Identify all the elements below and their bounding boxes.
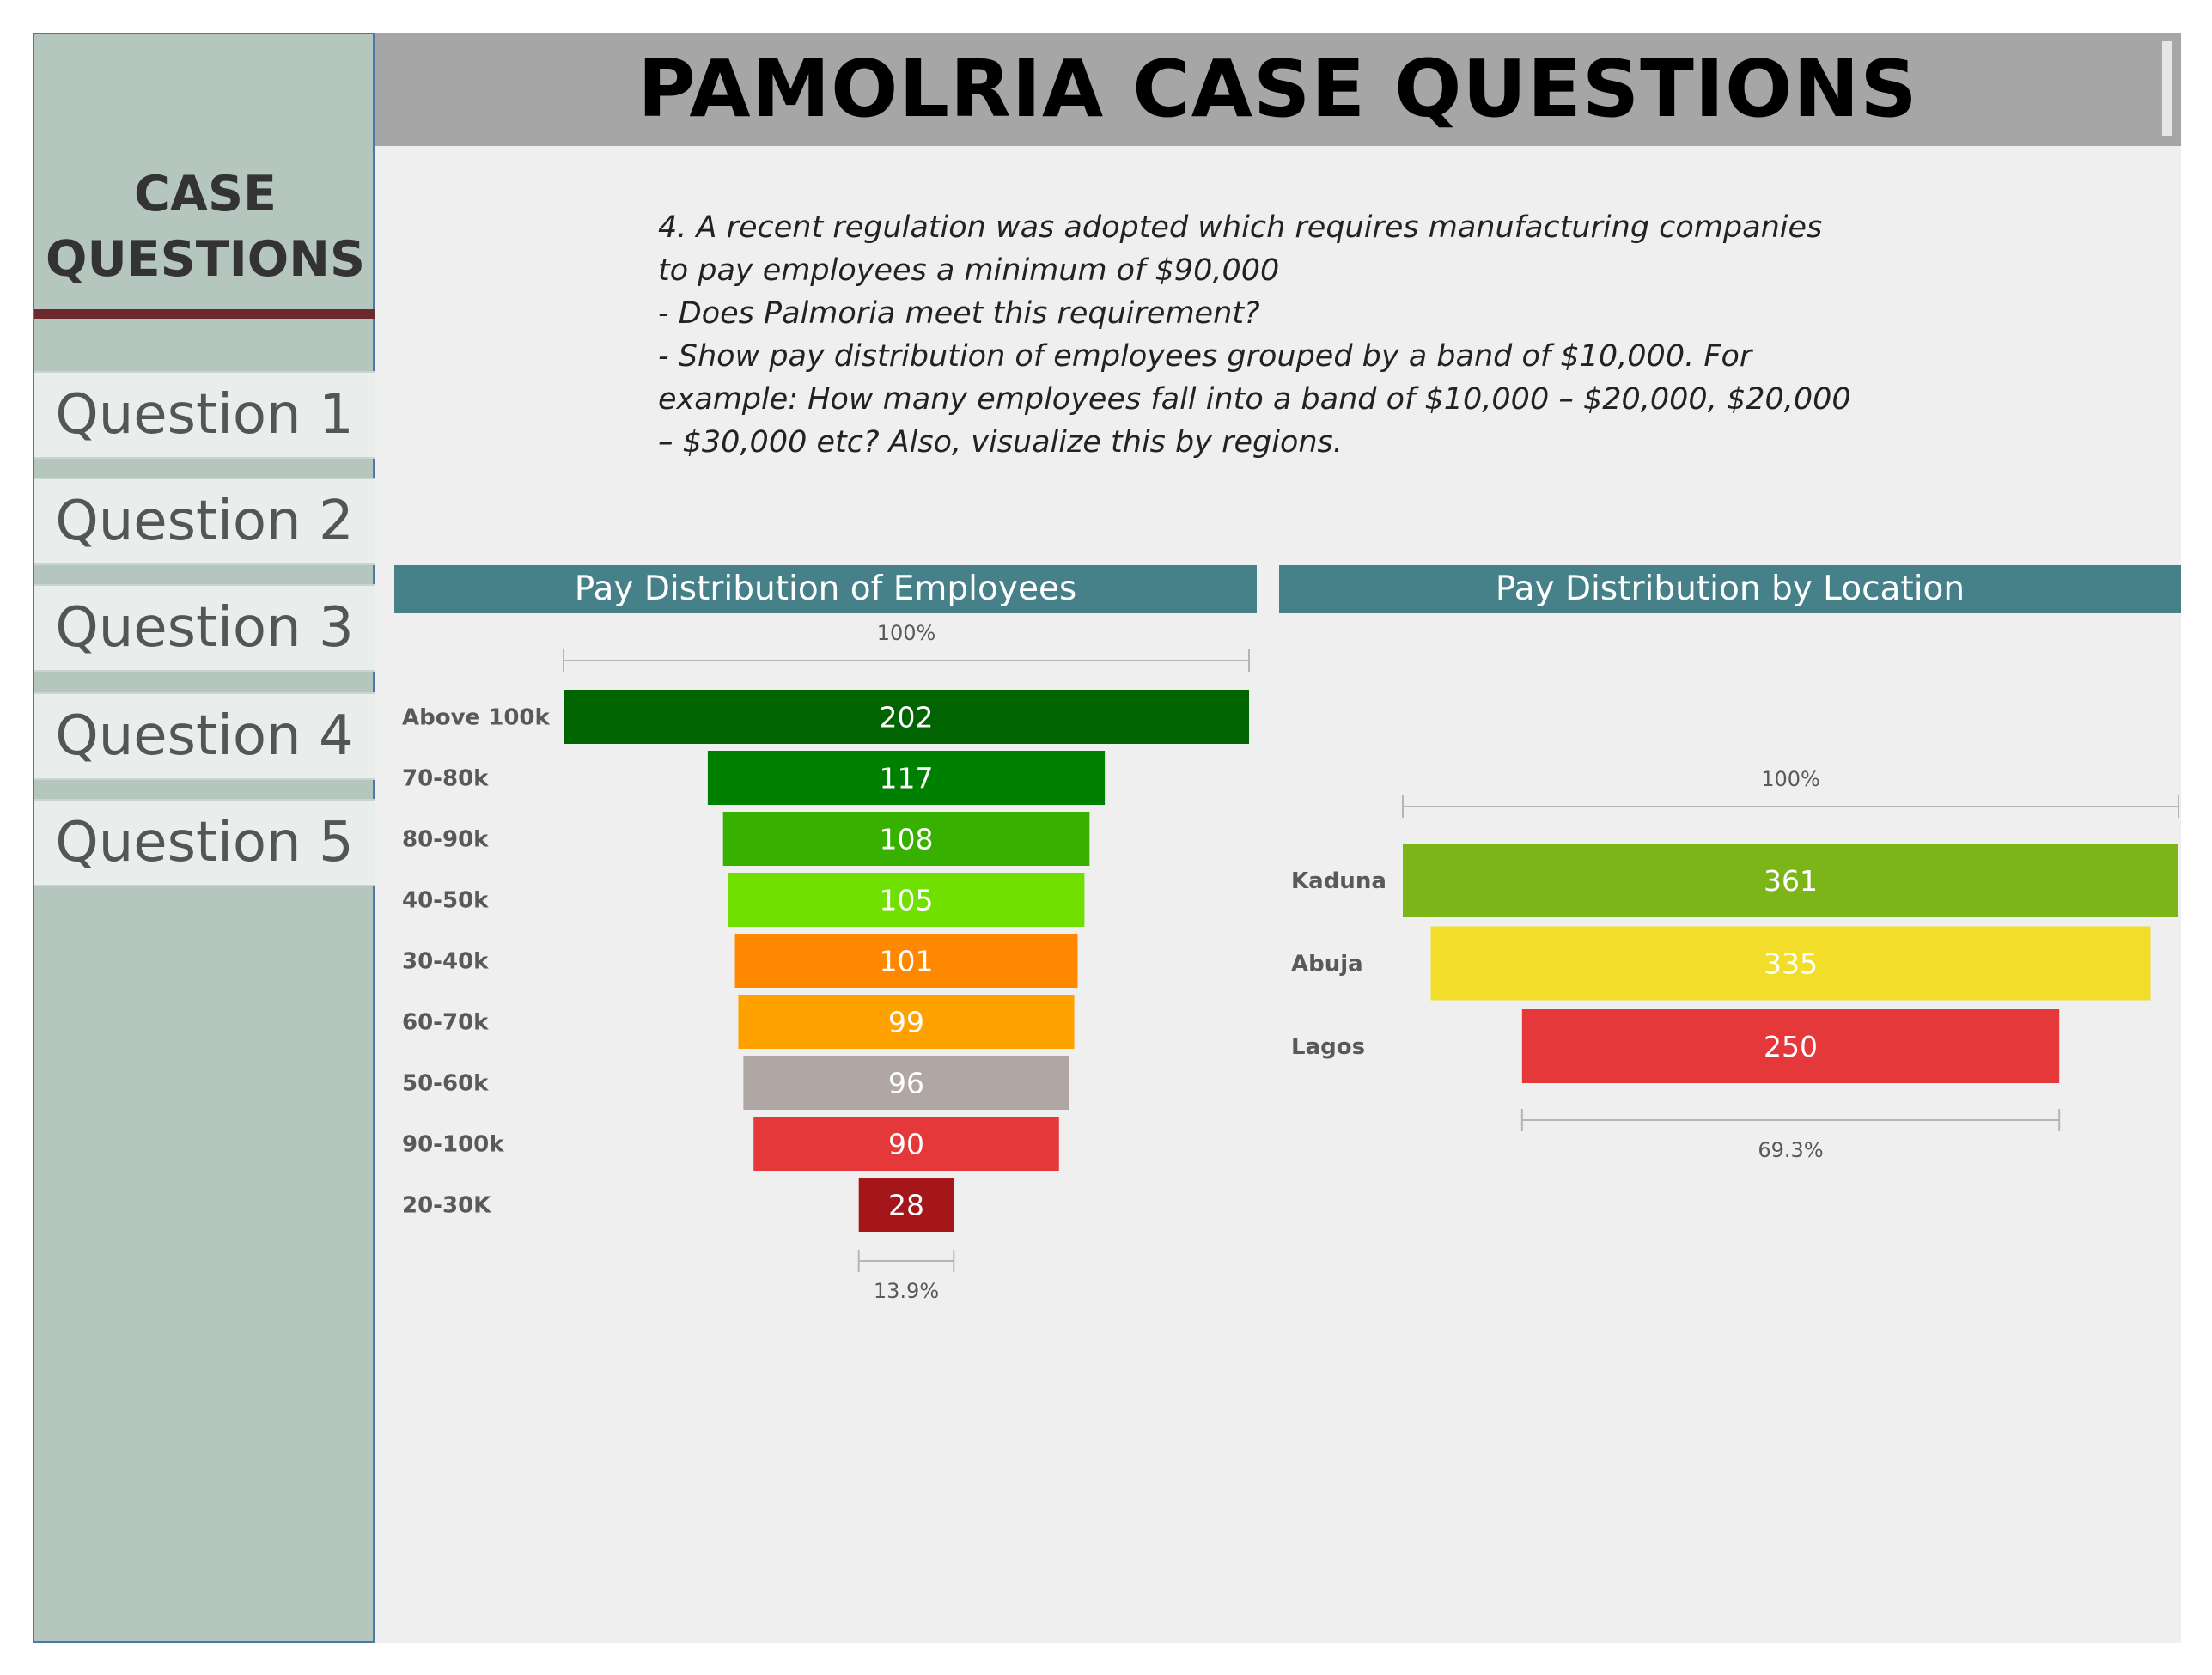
sidebar-divider [34,309,375,319]
employees-label-6: 50-60k [402,1071,489,1097]
nav-question-5[interactable]: Question 5 [34,799,375,886]
question-line-4: - Show pay distribution of employees gro… [658,339,1752,374]
sidebar-title-line2: QUESTIONS [45,231,366,288]
employees-value-2: 108 [880,823,934,856]
header-bar: PAMOLRIA CASE QUESTIONS [375,33,2181,146]
location-bar-2 [1521,1009,2060,1083]
employees-label-7: 90-100k [402,1132,504,1158]
question-line-2: to pay employees a minimum of $90,000 [658,253,1280,288]
location-label-1: Abuja [1291,952,1363,978]
sidebar: CASE QUESTIONS Question 1 Question 2 Que… [33,33,375,1643]
employees-value-4: 101 [880,945,934,978]
question-line-3: - Does Palmoria meet this requirement? [658,296,1260,331]
nav-question-1[interactable]: Question 1 [34,371,375,459]
location-bottom-percent: 69.3% [1758,1138,1823,1162]
location-value-2: 250 [1764,1030,1818,1063]
sidebar-title-line1: CASE [134,166,277,222]
employees-label-4: 30-40k [402,949,489,975]
employees-label-0: Above 100k [402,705,551,731]
employees-bottom-percent: 13.9% [874,1279,939,1303]
location-value-1: 335 [1764,947,1818,981]
page-title: PAMOLRIA CASE QUESTIONS [637,43,1918,135]
employees-label-8: 20-30K [402,1193,491,1219]
employees-chart-title: Pay Distribution of Employees [394,565,1257,613]
employees-label-1: 70-80k [402,766,489,792]
location-label-0: Kaduna [1291,868,1386,894]
scroll-handle[interactable] [2162,41,2172,136]
question-line-1: 4. A recent regulation was adopted which… [658,210,1823,245]
question-line-6: – $30,000 etc? Also, visualize this by r… [658,425,1343,460]
employees-value-1: 117 [880,762,934,795]
employees-value-3: 105 [880,884,934,917]
employees-bar-8 [858,1178,954,1232]
employees-bar-6 [743,1056,1069,1110]
question-line-5: example: How many employees fall into a … [658,382,1851,417]
employees-label-5: 60-70k [402,1010,489,1036]
employees-bar-2 [722,812,1090,866]
employees-value-8: 28 [888,1189,924,1222]
employees-value-5: 99 [888,1006,924,1039]
location-chart-title: Pay Distribution by Location [1279,565,2181,613]
employees-bar-0 [564,690,1249,744]
location-label-2: Lagos [1291,1034,1365,1060]
nav-question-2[interactable]: Question 2 [34,478,375,565]
employees-bar-4 [734,934,1078,988]
location-top-percent: 100% [1761,767,1820,791]
employees-value-7: 90 [888,1128,924,1161]
employees-bar-1 [707,751,1106,805]
employees-value-0: 202 [880,701,934,734]
location-value-0: 361 [1764,864,1818,898]
nav-question-4[interactable]: Question 4 [34,692,375,780]
employees-bar-3 [728,873,1085,927]
location-bar-1 [1430,926,2151,1001]
employees-bar-7 [753,1117,1059,1171]
employees-label-3: 40-50k [402,888,489,914]
employees-top-percent: 100% [877,621,936,645]
location-bar-0 [1403,844,2178,917]
nav-question-3[interactable]: Question 3 [34,584,375,672]
employees-label-2: 80-90k [402,827,489,853]
employees-bar-5 [738,995,1075,1049]
employees-value-6: 96 [888,1067,924,1100]
sidebar-title: CASE QUESTIONS [34,161,376,292]
